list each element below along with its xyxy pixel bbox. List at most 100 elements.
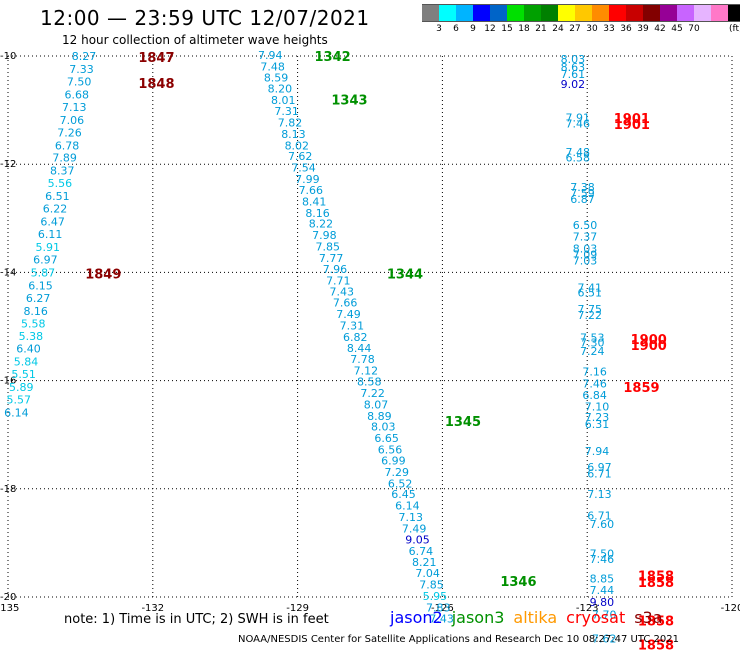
data-point-label: 6.11 [38, 228, 63, 241]
data-point-label: 6.40 [16, 343, 41, 356]
data-point-label: 6.14 [4, 407, 29, 420]
data-point-label: 8.03 [573, 243, 598, 256]
color-scale-swatch [524, 4, 541, 22]
track-time-label: 1901 [614, 118, 650, 133]
track-time-label: 1858 [638, 614, 674, 629]
color-scale-label: 15 [501, 24, 513, 34]
x-tick-label: -135 [0, 603, 19, 614]
legend-altika: altika [513, 608, 558, 627]
x-tick-label: -120 [721, 603, 740, 614]
color-scale-label: 18 [518, 24, 530, 34]
data-point-label: 7.49 [336, 308, 361, 321]
y-tick-label: -18 [0, 484, 16, 495]
data-point-label: 7.24 [580, 345, 605, 358]
data-point-label: 6.68 [64, 88, 89, 101]
data-point-label: 7.03 [573, 254, 598, 267]
color-scale-label: 21 [535, 24, 547, 34]
data-point-label: 8.03 [561, 53, 586, 66]
chart-subtitle: 12 hour collection of altimeter wave hei… [62, 33, 328, 47]
color-scale-swatch [507, 4, 524, 22]
data-point-label: 9.02 [561, 78, 586, 91]
chart-title: 12:00 — 23:59 UTC 12/07/2021 [40, 6, 370, 30]
color-scale-swatch [558, 4, 575, 22]
track-time-label: 1343 [331, 93, 367, 108]
data-point-label: 8.01 [271, 94, 296, 107]
data-point-label: 7.13 [587, 488, 612, 501]
data-point-label: 6.84 [582, 389, 607, 402]
data-point-label: 9.05 [405, 534, 430, 547]
track-time-label: 1346 [500, 575, 536, 590]
color-scale-unit: (ft) [729, 24, 740, 34]
data-point-label: 6.31 [585, 418, 610, 431]
data-point-label: 5.95 [423, 590, 448, 603]
data-point-label: 7.16 [582, 365, 607, 378]
data-point-label: 6.65 [374, 432, 399, 445]
data-point-label: 6.14 [395, 500, 420, 513]
data-point-label: 7.22 [360, 387, 385, 400]
data-point-label: 8.59 [264, 72, 289, 85]
color-scale-swatch [541, 4, 558, 22]
data-point-label: 7.50 [67, 75, 92, 88]
x-tick-label: -132 [141, 603, 164, 614]
y-tick-label: -10 [0, 51, 16, 62]
data-point-label: 7.62 [288, 150, 313, 163]
data-point-label: 5.91 [36, 241, 61, 254]
data-point-label: 8.58 [357, 376, 382, 389]
footer-credit: NOAA/NESDIS Center for Satellite Applica… [238, 634, 680, 645]
data-point-label: 7.13 [62, 101, 87, 114]
track-time-label: 1858 [638, 639, 674, 650]
data-point-label: 7.60 [590, 518, 615, 531]
data-point-label: 6.58 [565, 152, 590, 165]
data-point-label: 7.54 [291, 161, 316, 174]
track-time-label: 1848 [138, 77, 174, 92]
data-point-label: 7.49 [402, 522, 427, 535]
data-point-label: 8.63 [561, 61, 586, 74]
data-point-label: 6.71 [587, 468, 612, 481]
data-point-label: 8.02 [285, 139, 310, 152]
y-tick-label: -14 [0, 267, 16, 278]
data-point-label: 5.87 [31, 266, 56, 279]
data-point-label: 6.50 [573, 219, 598, 232]
color-scale-label: 33 [603, 24, 615, 34]
data-point-label: 7.41 [578, 282, 603, 295]
data-point-label: 7.13 [398, 511, 423, 524]
data-point-label: 7.37 [573, 231, 598, 244]
legend-s3a: s3a [634, 608, 663, 627]
color-scale-swatch [575, 4, 592, 22]
data-point-label: 7.66 [299, 184, 324, 197]
satellite-legend: jason2 jason3 altika cryosat s3a [390, 608, 672, 627]
data-point-label: 7.04 [415, 567, 440, 580]
color-scale-label: 70 [688, 24, 700, 34]
data-point-label: 6.52 [388, 477, 413, 490]
data-point-label: 7.09 [573, 249, 598, 262]
data-point-label: 6.99 [381, 455, 406, 468]
data-point-label: 5.57 [7, 394, 32, 407]
color-scale-swatch [728, 4, 740, 22]
data-point-label: 7.75 [578, 303, 603, 316]
track-time-label: 1858 [638, 576, 674, 591]
data-point-label: 7.71 [326, 275, 351, 288]
data-point-label: 7.46 [565, 118, 590, 131]
color-scale-swatch [609, 4, 626, 22]
color-scale-swatch [473, 4, 490, 22]
data-point-label: 7.91 [565, 112, 590, 125]
data-point-label: 7.94 [585, 445, 610, 458]
data-point-label: 8.20 [268, 82, 293, 95]
color-scale-label: 3 [436, 24, 442, 34]
track-time-label: 1859 [623, 381, 659, 396]
data-point-label: 6.47 [40, 216, 65, 229]
color-scale-swatch [677, 4, 694, 22]
data-point-label: 7.48 [565, 146, 590, 159]
data-point-label: 8.27 [72, 50, 97, 63]
color-scale-label: 45 [671, 24, 683, 34]
data-point-label: 8.03 [371, 421, 396, 434]
data-point-label: 8.16 [305, 207, 330, 220]
color-scale-swatch [660, 4, 677, 22]
track-time-label: 1900 [631, 339, 667, 354]
track-time-label: 1849 [85, 267, 121, 282]
data-point-label: 7.50 [590, 548, 615, 561]
data-point-label: 5.38 [19, 330, 44, 343]
data-point-label: 7.43 [329, 285, 354, 298]
data-point-label: 7.23 [585, 411, 610, 424]
